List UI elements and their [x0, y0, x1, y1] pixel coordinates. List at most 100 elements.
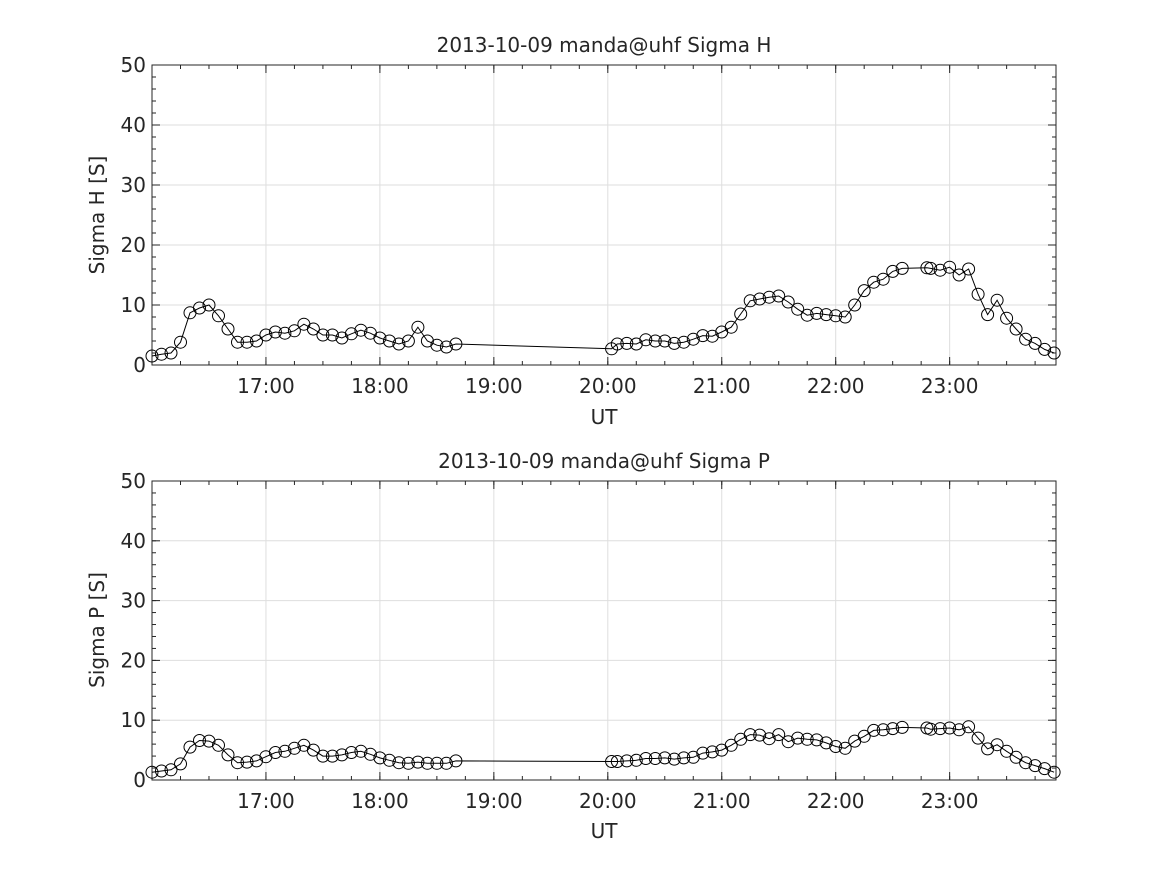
data-point — [259, 328, 273, 342]
data-point — [335, 748, 349, 762]
data-point — [411, 320, 425, 334]
data-point — [724, 738, 738, 752]
y-tick-label: 50 — [121, 53, 146, 77]
data-point — [920, 261, 934, 275]
data-point — [344, 327, 358, 341]
x-tick-label: 19:00 — [465, 374, 523, 398]
sigma-p-chart: 0 10 20 30 40 50 17:00 18:00 19:00 20:00 21:00 22:0… — [85, 449, 1061, 843]
data-point — [867, 723, 881, 737]
data-point — [962, 262, 976, 276]
data-point — [1047, 346, 1061, 360]
data-point — [401, 756, 415, 770]
data-point — [610, 337, 624, 351]
data-point — [838, 310, 852, 324]
data-point — [354, 744, 368, 758]
data-point — [952, 723, 966, 737]
data-point — [648, 752, 662, 765]
data-point — [382, 334, 396, 348]
data-point — [743, 294, 757, 308]
data-point — [639, 333, 653, 347]
data-point — [876, 272, 890, 286]
data-point — [268, 325, 282, 339]
data-point — [325, 749, 339, 763]
data-point — [193, 734, 206, 747]
y-tick-label: 40 — [121, 529, 146, 553]
data-point — [164, 346, 178, 360]
x-tick-label: 21:00 — [693, 374, 751, 398]
plot-area — [152, 481, 1056, 780]
x-tick-label: 17:00 — [237, 374, 295, 398]
data-point — [1028, 336, 1042, 350]
data-point — [791, 731, 805, 745]
y-axis-label: Sigma H [S] — [85, 156, 109, 275]
data-point — [1009, 322, 1023, 336]
data-point — [363, 747, 377, 761]
data-point — [629, 753, 643, 767]
data-point — [354, 323, 368, 337]
data-point — [677, 751, 691, 765]
data-point — [933, 263, 947, 277]
data-point — [639, 752, 653, 765]
data-point — [212, 738, 225, 752]
data-point — [259, 750, 273, 764]
data-point — [724, 320, 738, 334]
y-axis-label: Sigma P [S] — [85, 572, 109, 688]
data-point — [411, 755, 425, 769]
data-point — [250, 754, 263, 768]
data-point — [392, 756, 406, 770]
data-point — [705, 745, 719, 759]
data-point — [734, 307, 748, 321]
x-axis-label: UT — [591, 405, 619, 429]
axes-frame — [151, 480, 1057, 781]
data-point — [667, 752, 681, 766]
data-point — [306, 322, 320, 336]
data-point — [857, 729, 871, 743]
data-point — [867, 275, 881, 289]
data-point — [1038, 762, 1052, 776]
data-point — [781, 295, 795, 309]
data-point — [620, 336, 634, 350]
data-point — [838, 741, 852, 755]
data-point — [1019, 756, 1033, 770]
y-tick-label: 10 — [121, 708, 146, 732]
data-point — [174, 335, 187, 349]
data-point — [278, 326, 292, 340]
data-point — [648, 334, 662, 348]
sigma-h-chart: 0 10 20 30 40 50 17:00 18:00 19:00 20:00 21:00 22:0… — [85, 33, 1061, 429]
data-point — [344, 746, 358, 759]
data-point — [772, 289, 786, 303]
data-point — [174, 757, 187, 771]
data-point — [221, 322, 235, 336]
data-point — [620, 754, 634, 768]
data-point — [401, 334, 415, 348]
x-tick-label: 19:00 — [465, 789, 523, 813]
data-point — [971, 287, 985, 301]
data-point — [449, 754, 463, 768]
data-point — [952, 268, 966, 282]
data-point — [696, 746, 710, 760]
data-point — [895, 720, 909, 734]
data-point — [250, 334, 263, 348]
data-point — [971, 731, 985, 745]
plot-area — [152, 65, 1056, 365]
data-point — [791, 302, 805, 316]
chart-title: 2013-10-09 manda@uhf Sigma P — [438, 449, 770, 473]
data-point — [658, 751, 672, 765]
data-point — [810, 306, 824, 320]
x-tick-label: 22:00 — [807, 374, 865, 398]
data-point — [924, 722, 938, 736]
data-point — [155, 347, 168, 361]
data-point — [762, 732, 776, 746]
data-point — [895, 261, 909, 275]
y-tick-label: 20 — [121, 648, 146, 672]
data-point — [420, 334, 434, 348]
data-point — [287, 324, 301, 338]
y-tick-label: 30 — [121, 589, 146, 613]
data-point — [420, 756, 434, 770]
data-point — [962, 720, 976, 734]
data-point — [886, 264, 900, 278]
x-axis-label: UT — [591, 819, 619, 843]
data-point — [924, 261, 938, 275]
data-point — [981, 742, 995, 756]
data-point — [981, 308, 995, 322]
